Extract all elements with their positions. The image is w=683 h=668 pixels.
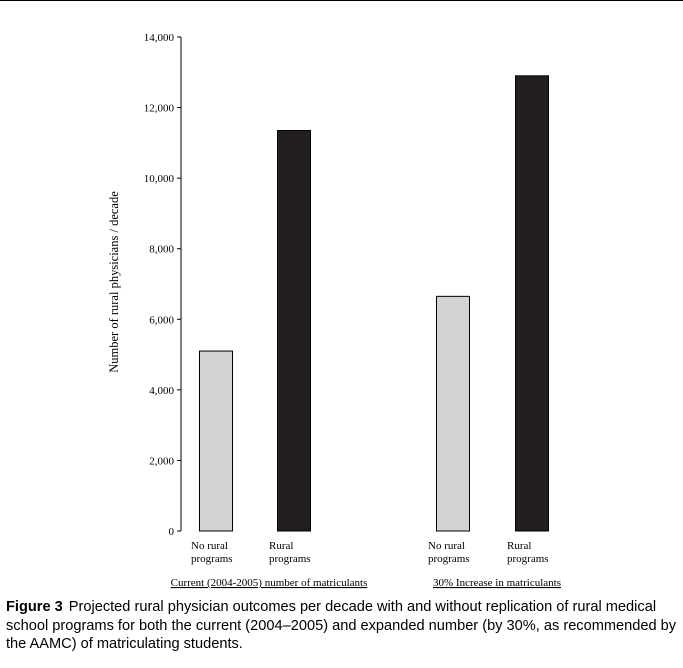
bar-label: Rural (269, 540, 293, 552)
group-label: Current (2004-2005) number of matriculan… (171, 577, 368, 589)
caption-text: Projected rural physician outcomes per d… (6, 599, 677, 652)
top-rule (0, 0, 683, 1)
y-tick-label: 12,000 (144, 103, 175, 115)
bar (277, 130, 311, 532)
bar-chart: Number of rural physicians / decade 0 2,0… (107, 32, 561, 589)
group-label: 30% Increase in matriculants (433, 577, 561, 589)
y-tick-label: 10,000 (144, 173, 175, 185)
figure-label: Figure 3 (6, 599, 63, 615)
bar-label: programs (428, 553, 470, 565)
bar (515, 75, 549, 532)
bar (436, 295, 470, 532)
y-axis: 0 2,000 4,000 6,000 8,000 10,000 12,000 14,000 (144, 32, 182, 538)
y-tick-label: 0 (169, 526, 175, 538)
y-tick-label: 4,000 (149, 385, 174, 397)
bar-label: programs (269, 553, 311, 565)
y-axis-label: Number of rural physicians / decade (107, 191, 121, 373)
bar-label: No rural (191, 540, 228, 552)
y-tick-label: 2,000 (149, 455, 174, 467)
y-tick-label: 14,000 (144, 32, 175, 44)
y-tick-label: 6,000 (149, 314, 174, 326)
y-tick-label: 8,000 (149, 244, 174, 256)
bar-label: Rural (507, 540, 531, 552)
bar-label: programs (191, 553, 233, 565)
bar (199, 350, 233, 532)
bar-label: No rural (428, 540, 465, 552)
bar-label: programs (507, 553, 549, 565)
figure-caption: Figure 3 Projected rural physician outcom… (6, 598, 678, 654)
bars (199, 75, 549, 532)
